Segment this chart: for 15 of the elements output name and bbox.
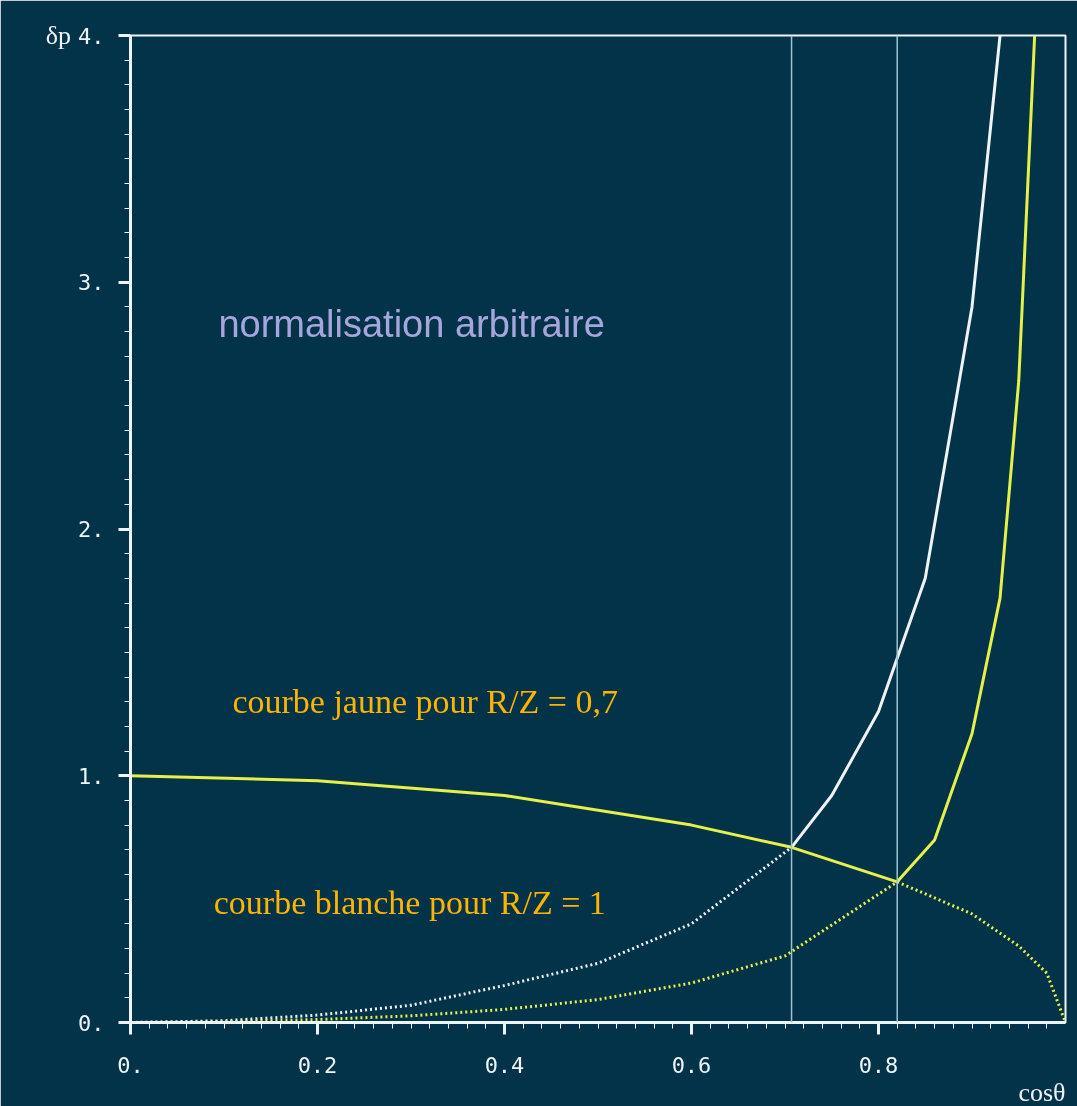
x-tick-label: 0.8	[858, 1052, 899, 1078]
annotation: normalisation arbitraire	[218, 303, 605, 346]
y-tick-label: 4.	[78, 23, 105, 49]
y-tick-label: 0.	[78, 1010, 105, 1036]
y-tick-label: 3.	[78, 270, 105, 296]
x-tick-label: 0.4	[484, 1052, 525, 1078]
y-tick-label: 2.	[78, 517, 105, 542]
annotation: courbe jaune pour R/Z = 0,7	[232, 683, 618, 721]
x-axis-title: cosθ	[1018, 1077, 1066, 1106]
x-tick-label: 0.2	[297, 1052, 338, 1078]
x-tick-label: 0.6	[671, 1052, 712, 1078]
y-tick-label: 1.	[78, 763, 105, 789]
annotation: courbe blanche pour R/Z = 1	[213, 884, 606, 922]
y-axis-title: δp	[45, 21, 72, 50]
x-tick-label: 0.	[117, 1052, 144, 1078]
